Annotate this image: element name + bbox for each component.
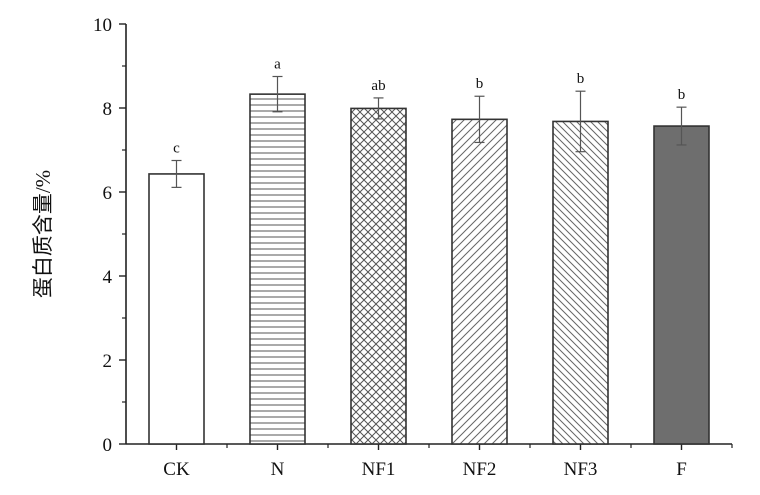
x-tick-label: NF2 [463, 459, 497, 480]
significance-label: ab [371, 78, 385, 94]
significance-label: a [274, 57, 281, 73]
x-tick-label: NF1 [362, 459, 396, 480]
y-axis-label: 蛋白质含量/% [31, 170, 55, 298]
y-tick-label: 10 [93, 15, 112, 36]
bar-ck [148, 173, 205, 445]
y-tick-label: 8 [103, 99, 113, 120]
x-tick-label: CK [163, 459, 190, 480]
significance-label: b [476, 76, 484, 92]
significance-label: c [173, 141, 180, 157]
y-tick-label: 4 [103, 267, 113, 288]
bars [148, 75, 710, 445]
axes [119, 23, 733, 450]
y-tick-label: 2 [103, 351, 113, 372]
bar-nf3 [552, 120, 609, 445]
bar-nf2 [451, 118, 508, 445]
x-tick-label: NF3 [564, 459, 598, 480]
bar-n [249, 93, 306, 445]
y-tick-label: 6 [103, 183, 113, 204]
significance-label: b [577, 71, 585, 87]
y-tick-label: 0 [103, 435, 113, 456]
labels: 0 2 4 6 8 10 蛋白质含量/% c CK a Nab NF1 b NF2 b NF3 b F [31, 15, 687, 480]
x-tick-label: N [271, 459, 285, 480]
x-tick-label: F [676, 459, 687, 480]
significance-label: b [678, 87, 686, 103]
bar-nf1 [350, 107, 407, 445]
bar-f [653, 125, 710, 445]
